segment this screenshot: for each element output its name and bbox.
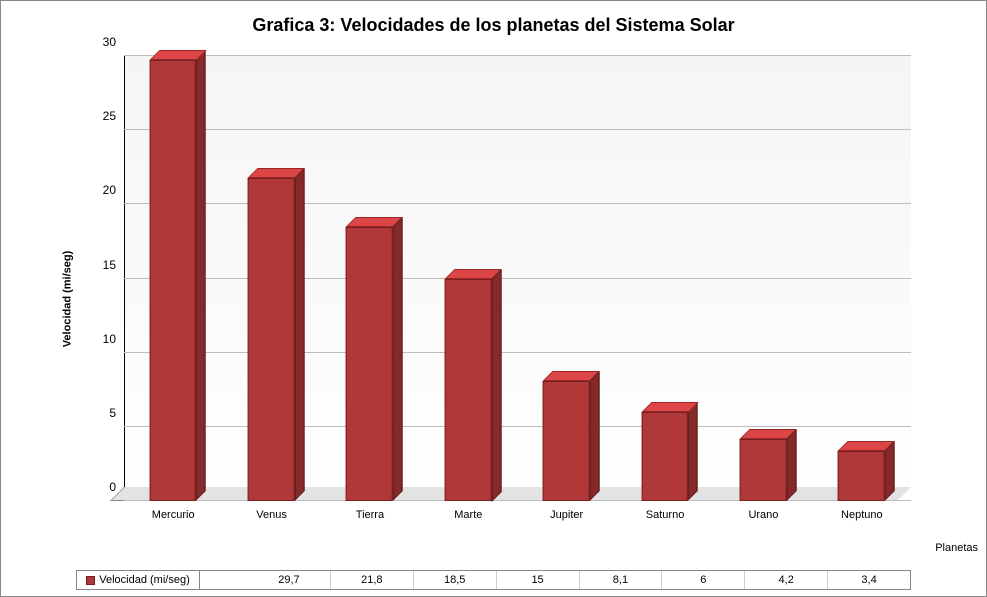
legend-label: Velocidad (mi/seg) (99, 574, 190, 586)
bar-front (444, 279, 491, 502)
bar-front (149, 60, 196, 501)
bar-front (641, 412, 688, 501)
data-table-cell: 21,8 (330, 571, 413, 589)
bar-side (196, 50, 206, 501)
category-label: Marte (419, 509, 517, 521)
y-tick-label: 5 (76, 406, 116, 420)
bar-top (838, 441, 895, 451)
bar-slot (124, 56, 222, 501)
bar-side (786, 429, 796, 501)
bar-top (444, 269, 501, 279)
bar-slot (813, 56, 911, 501)
bar-slot (714, 56, 812, 501)
chart-title: Grafica 3: Velocidades de los planetas d… (9, 15, 978, 36)
data-table-cell: 15 (496, 571, 579, 589)
bar-slot (321, 56, 419, 501)
category-label: Jupiter (518, 509, 616, 521)
data-table-cell: 18,5 (413, 571, 496, 589)
chart-container: Grafica 3: Velocidades de los planetas d… (0, 0, 987, 597)
bar (740, 439, 787, 501)
y-tick-label: 25 (76, 109, 116, 123)
bar-side (491, 269, 501, 502)
legend-swatch-icon (86, 576, 95, 585)
plot-wrap: 051015202530 MercurioVenusTierraMarteJup… (76, 56, 911, 531)
bar (641, 412, 688, 501)
bar-slot (616, 56, 714, 501)
bar-slot (222, 56, 320, 501)
category-label: Saturno (616, 509, 714, 521)
data-table-cell: 8,1 (579, 571, 662, 589)
bar-front (838, 451, 885, 501)
category-label: Neptuno (813, 509, 911, 521)
x-axis-label: Planetas (935, 542, 978, 554)
y-tick-label: 30 (76, 35, 116, 49)
bar (444, 279, 491, 502)
y-tick-label: 0 (76, 480, 116, 494)
data-table-cell: 3,4 (827, 571, 910, 589)
bar-front (543, 381, 590, 501)
category-label: Mercurio (124, 509, 222, 521)
y-tick-label: 20 (76, 183, 116, 197)
bar-slot (518, 56, 616, 501)
bar-top (641, 402, 698, 412)
bar (149, 60, 196, 501)
bar-top (740, 429, 797, 439)
bars-group (124, 56, 911, 501)
bar (838, 451, 885, 501)
category-label: Tierra (321, 509, 419, 521)
bar-front (740, 439, 787, 501)
bar-front (346, 227, 393, 501)
data-table: Velocidad (mi/seg) 29,721,818,5158,164,2… (76, 570, 911, 590)
data-table-cell: 4,2 (744, 571, 827, 589)
bar-front (248, 178, 295, 501)
y-tick-label: 15 (76, 258, 116, 272)
bar-top (248, 168, 305, 178)
plot-area: 051015202530 MercurioVenusTierraMarteJup… (76, 56, 911, 531)
bar-side (294, 168, 304, 501)
y-axis-label: Velocidad (mi/seg) (61, 250, 73, 347)
bar-side (590, 371, 600, 501)
data-table-cells: 29,721,818,5158,164,23,4 (248, 571, 910, 589)
legend-cell: Velocidad (mi/seg) (77, 571, 200, 589)
category-labels-group: MercurioVenusTierraMarteJupiterSaturnoUr… (124, 509, 911, 521)
bar (248, 178, 295, 501)
bar (543, 381, 590, 501)
y-tick-label: 10 (76, 332, 116, 346)
bar-slot (419, 56, 517, 501)
data-table-cell: 6 (661, 571, 744, 589)
bar-side (885, 441, 895, 501)
bar-side (393, 217, 403, 501)
data-table-cell: 29,7 (248, 571, 330, 589)
bar (346, 227, 393, 501)
category-label: Venus (222, 509, 320, 521)
bar-side (688, 402, 698, 501)
category-label: Urano (714, 509, 812, 521)
